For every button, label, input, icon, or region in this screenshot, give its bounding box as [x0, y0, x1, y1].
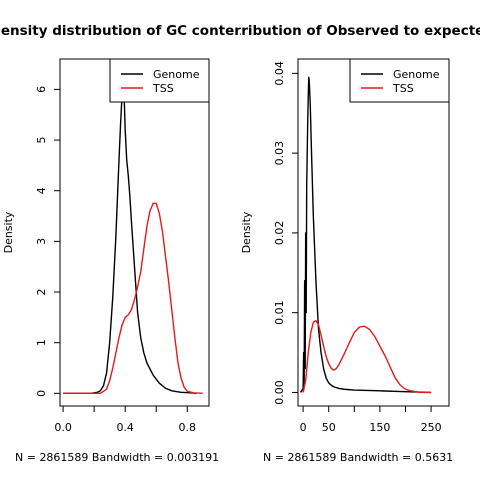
- chart-title: Density distribution of Observed to expe…: [150, 23, 480, 39]
- legend-entry: Genome: [153, 68, 200, 81]
- x-tick-label: 250: [421, 421, 442, 434]
- legend-box: [349, 58, 450, 103]
- series-line-tss: [63, 202, 203, 395]
- y-axis-label: Density: [240, 211, 253, 253]
- series-line-tss: [302, 319, 432, 394]
- x-axis-label: N = 2861589 Bandwidth = 0.003191: [15, 451, 219, 464]
- y-tick-label: 0.00: [273, 380, 286, 405]
- x-tick-label: 150: [369, 421, 390, 434]
- y-tick-label: 0: [35, 390, 48, 397]
- series-line-genome: [63, 83, 197, 395]
- legend-entry: TSS: [392, 82, 414, 95]
- chart-title: Density distribution of GC content: [0, 23, 251, 39]
- x-tick-label: 50: [322, 421, 336, 434]
- chart-1: Density distribution of GC content 0.0 0.4…: [0, 23, 251, 464]
- y-tick-label: 1: [35, 339, 48, 346]
- plot-frame: [59, 58, 210, 407]
- y-tick-label: 0.02: [273, 221, 286, 246]
- x-axis-label: N = 2861589 Bandwidth = 0.5631: [263, 451, 453, 464]
- y-tick-label: 5: [35, 137, 48, 144]
- chart-2: Density distribution of Observed to expe…: [150, 23, 480, 464]
- series-line-genome: [299, 76, 432, 394]
- y-tick-label: 0.03: [273, 141, 286, 166]
- x-tick-label: 0.8: [179, 421, 197, 434]
- y-tick-label: 0.04: [273, 61, 286, 86]
- x-tick-label: 0.4: [116, 421, 134, 434]
- y-tick-label: 2: [35, 289, 48, 296]
- y-tick-label: 3: [35, 238, 48, 245]
- y-tick-label: 0.01: [273, 300, 286, 325]
- y-tick-label: 6: [35, 86, 48, 93]
- legend-entry: TSS: [152, 82, 174, 95]
- y-tick-label: 4: [35, 187, 48, 194]
- legend-entry: Genome: [393, 68, 440, 81]
- legend-box: [109, 58, 210, 103]
- x-tick-label: 0.0: [54, 421, 72, 434]
- y-axis-label: Density: [2, 211, 15, 253]
- x-tick-label: 0: [300, 421, 307, 434]
